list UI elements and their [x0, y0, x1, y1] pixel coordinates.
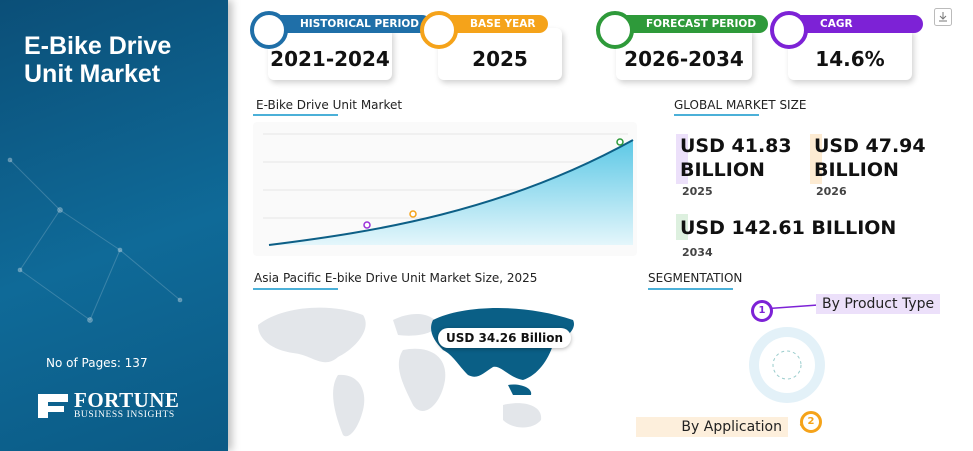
stat-value: 14.6% — [815, 47, 885, 71]
market-year: 2034 — [682, 246, 713, 259]
underline — [253, 114, 338, 116]
segment-number: 2 — [800, 411, 822, 433]
page-count: No of Pages: 137 — [46, 356, 148, 370]
stat-icon — [250, 11, 288, 49]
stat-label: BASE YEAR — [440, 15, 548, 33]
logo-subtext: BUSINESS INSIGHTS — [74, 410, 175, 420]
trend-area — [269, 140, 633, 245]
marker — [363, 221, 371, 229]
underline — [648, 288, 733, 290]
network-pattern — [7, 157, 183, 323]
segment-number: 1 — [751, 300, 773, 322]
stat-label: HISTORICAL PERIOD — [270, 15, 432, 33]
segment-label: By Product Type — [816, 294, 941, 314]
sidebar: E-Bike Drive Unit Market No of Pages: 13… — [0, 0, 228, 451]
sidebar-title: E-Bike Drive Unit Market — [24, 32, 172, 88]
section-title: GLOBAL MARKET SIZE — [674, 98, 807, 112]
accent — [676, 134, 688, 184]
stat-icon — [770, 11, 808, 49]
stat-icon — [596, 11, 634, 49]
logo-text: FORTUNE — [74, 388, 180, 412]
stat-label: FORECAST PERIOD — [616, 15, 769, 33]
underline — [674, 114, 759, 116]
accent — [810, 134, 822, 184]
map-label: USD 34.26 Billion — [438, 328, 572, 348]
world-map — [258, 307, 574, 437]
marker — [409, 210, 417, 218]
stat-card: 14.6% — [788, 28, 912, 80]
accent — [676, 214, 688, 240]
section-title: SEGMENTATION — [648, 271, 743, 285]
market-year: 2025 — [682, 185, 713, 198]
trend-line — [268, 139, 634, 246]
market-value: USD 47.94 BILLION — [814, 135, 926, 181]
stat-card: 2021-2024 — [268, 28, 392, 80]
underline — [253, 288, 338, 290]
stat-icon — [420, 11, 458, 49]
marker — [616, 138, 624, 146]
stat-value: 2025 — [472, 47, 528, 71]
download-button[interactable] — [934, 8, 952, 26]
logo-icon — [38, 394, 68, 418]
map-title: Asia Pacific E-bike Drive Unit Market Si… — [254, 271, 538, 285]
stat-card: 2025 — [438, 28, 562, 80]
market-value: USD 41.83 BILLION — [680, 135, 792, 181]
segment-label: By Application — [636, 417, 788, 437]
market-year: 2026 — [816, 185, 847, 198]
stat-label: CAGR — [790, 15, 923, 33]
segment-diagram — [749, 304, 825, 426]
chart-title: E-Bike Drive Unit Market — [256, 98, 403, 112]
stat-value: 2026-2034 — [624, 47, 744, 71]
market-value: USD 142.61 BILLION — [680, 217, 897, 239]
stat-value: 2021-2024 — [270, 47, 390, 71]
stat-card: 2026-2034 — [616, 28, 752, 80]
trend-chart — [253, 122, 637, 256]
